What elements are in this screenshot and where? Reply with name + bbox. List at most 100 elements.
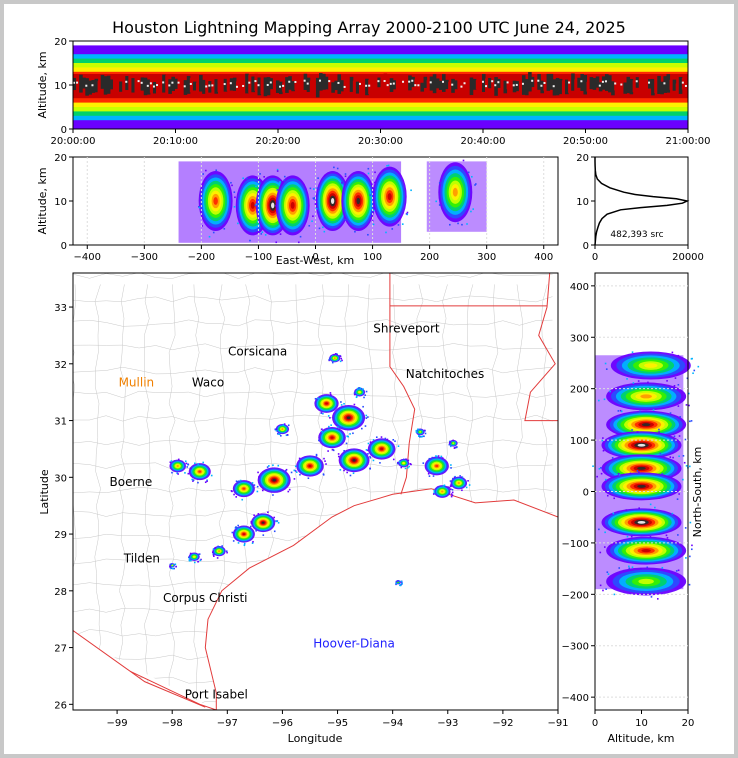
density-ring [242, 487, 246, 490]
density-speck [385, 231, 387, 234]
x-tick-label: 0 [592, 252, 598, 263]
ew-cell [313, 166, 354, 233]
density-speck [235, 496, 237, 498]
core-streak [343, 79, 348, 98]
density-speck [362, 388, 364, 390]
core-streak [531, 76, 535, 88]
core-streak [620, 80, 624, 92]
density-speck [405, 458, 407, 461]
core-streak [488, 77, 492, 89]
city-label-corsicana: Corsicana [228, 344, 287, 358]
density-speck [636, 470, 639, 472]
density-speck [275, 429, 278, 432]
core-streak [229, 78, 234, 91]
density-speck [317, 397, 319, 400]
core-streak [546, 73, 551, 91]
density-speck [312, 215, 314, 218]
density-speck [658, 428, 660, 431]
density-speck [631, 566, 634, 569]
density-speck [638, 471, 640, 473]
density-speck [415, 429, 418, 432]
density-speck [309, 187, 312, 190]
core-streak [500, 77, 504, 90]
density-speck [369, 455, 371, 458]
core-streak [303, 73, 308, 90]
county-line [73, 439, 553, 446]
density-speck [356, 387, 359, 390]
density-speck [605, 368, 608, 370]
core-streak [561, 80, 566, 96]
density-speck [462, 159, 465, 162]
density-speck [169, 563, 172, 566]
ns-cell [604, 351, 700, 382]
density-speck [689, 521, 692, 524]
density-speck [441, 457, 444, 459]
x-tick-label: −400 [74, 252, 101, 263]
density-speck [285, 468, 288, 471]
core-streak [192, 81, 197, 91]
density-speck [197, 463, 200, 465]
density-ring [441, 490, 444, 493]
density-speck [211, 551, 214, 554]
density-speck [452, 439, 454, 442]
altitude-histogram-curve [594, 157, 690, 246]
plan-view-cell [432, 484, 454, 498]
core-streak [552, 79, 557, 96]
density-speck [422, 462, 425, 464]
plan-view-cell [188, 552, 202, 564]
density-ring [452, 187, 458, 197]
core-highlight [684, 84, 687, 87]
density-speck [391, 228, 394, 230]
density-speck [328, 358, 331, 361]
density-speck [341, 426, 343, 429]
density-speck [424, 432, 427, 435]
county-line [94, 284, 101, 710]
x-tick-label: −93 [437, 718, 458, 729]
density-speck [428, 475, 431, 477]
core-streak [377, 77, 381, 88]
core-streak [309, 80, 314, 93]
density-speck [257, 471, 259, 474]
x-tick-label: −96 [272, 718, 293, 729]
density-speck [287, 424, 290, 427]
density-speck [314, 397, 317, 400]
y-tick-label: −400 [562, 693, 589, 704]
density-speck [205, 169, 207, 172]
density-speck [461, 489, 463, 492]
core-highlight [604, 80, 607, 83]
core-streak [392, 80, 397, 90]
density-speck [329, 392, 332, 394]
density-speck [256, 490, 259, 493]
density-speck [252, 540, 254, 543]
density-speck [665, 534, 668, 537]
density-speck [341, 359, 343, 362]
density-speck [339, 469, 342, 471]
county-line [73, 414, 553, 422]
density-ring [640, 394, 653, 399]
core-highlight [125, 80, 128, 83]
density-speck [190, 559, 192, 562]
density-speck [369, 194, 371, 196]
core-streak [76, 75, 80, 92]
density-speck [176, 472, 178, 475]
core-streak [235, 81, 240, 95]
ns-cell [599, 566, 691, 600]
y-tick-label: 29 [54, 530, 67, 541]
core-streak [223, 78, 228, 92]
density-speck [318, 439, 320, 442]
density-ring [308, 464, 312, 468]
y-tick-label: 200 [570, 385, 589, 396]
altitude-time-ylabel: Altitude, km [36, 51, 49, 118]
density-speck [457, 222, 459, 225]
density-speck [187, 463, 190, 466]
density-speck [213, 555, 215, 557]
density-speck [427, 472, 430, 475]
plan-view-cell [230, 479, 259, 501]
core-streak [73, 77, 77, 91]
city-label-boerne: Boerne [110, 475, 153, 489]
density-speck [392, 438, 395, 441]
density-speck [689, 555, 691, 558]
x-tick-label: −300 [131, 252, 158, 263]
density-speck [677, 569, 680, 572]
county-line [73, 273, 553, 279]
